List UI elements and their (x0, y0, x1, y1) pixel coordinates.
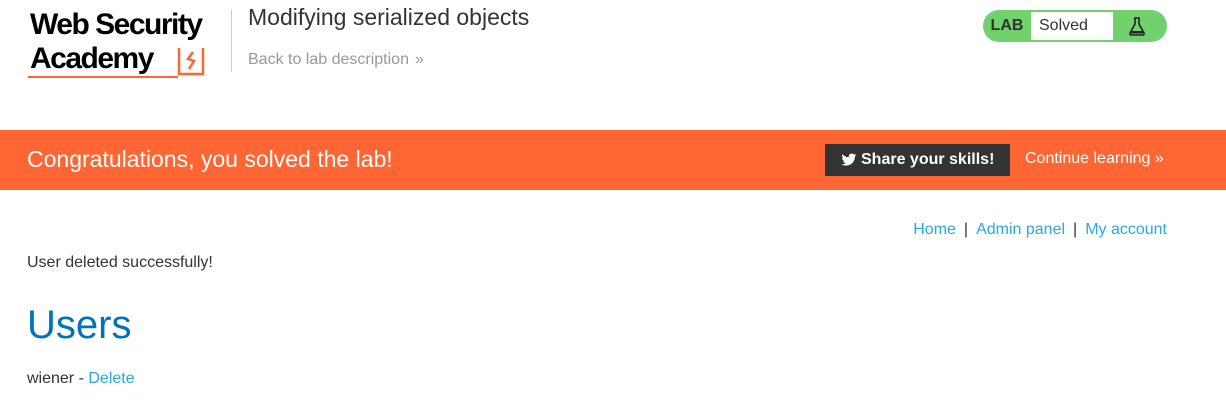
flask-icon (1129, 17, 1145, 36)
share-button-label: Share your skills! (861, 151, 995, 168)
congratulations-message: Congratulations, you solved the lab! (27, 146, 393, 172)
nav-separator: | (1073, 221, 1078, 238)
page-title: Users (27, 303, 132, 347)
nav-admin-panel-link[interactable]: Admin panel (976, 221, 1066, 238)
status-message: User deleted successfully! (27, 254, 213, 271)
logo-line1: Web Security (30, 8, 203, 41)
header: Web Security Academy Modifying serialize… (0, 0, 1226, 130)
logo-underline (28, 76, 178, 78)
continue-learning-link[interactable]: Continue learning » (1025, 150, 1164, 168)
double-chevron-right-icon: » (1154, 150, 1164, 167)
nav-home-link[interactable]: Home (913, 221, 956, 238)
delete-user-link[interactable]: Delete (88, 370, 135, 387)
logo-line2: Academy (30, 42, 154, 75)
list-item: wiener - Delete (27, 370, 135, 388)
lab-title: Modifying serialized objects (248, 4, 530, 30)
back-link-label: Back to lab description (248, 51, 409, 68)
user-separator: - (74, 370, 89, 387)
nav-separator: | (963, 221, 969, 238)
solved-banner: Congratulations, you solved the lab! Sha… (0, 130, 1226, 190)
nav-my-account-link[interactable]: My account (1085, 221, 1167, 238)
double-chevron-right-icon: » (414, 51, 424, 68)
share-your-skills-button[interactable]: Share your skills! (825, 144, 1010, 176)
back-to-lab-description-link[interactable]: Back to lab description » (248, 51, 424, 69)
user-name: wiener (27, 370, 75, 387)
continue-link-label: Continue learning (1025, 150, 1151, 167)
web-security-academy-logo[interactable]: Web Security Academy (28, 8, 228, 82)
header-divider (231, 10, 232, 72)
lab-status-text: Solved (1031, 12, 1113, 40)
lab-tag: LAB (990, 17, 1024, 34)
logo-mark-icon (177, 48, 205, 76)
top-nav: Home | Admin panel | My account (913, 221, 1167, 239)
twitter-icon (841, 153, 857, 166)
lab-status-badge: LAB Solved (983, 10, 1167, 42)
